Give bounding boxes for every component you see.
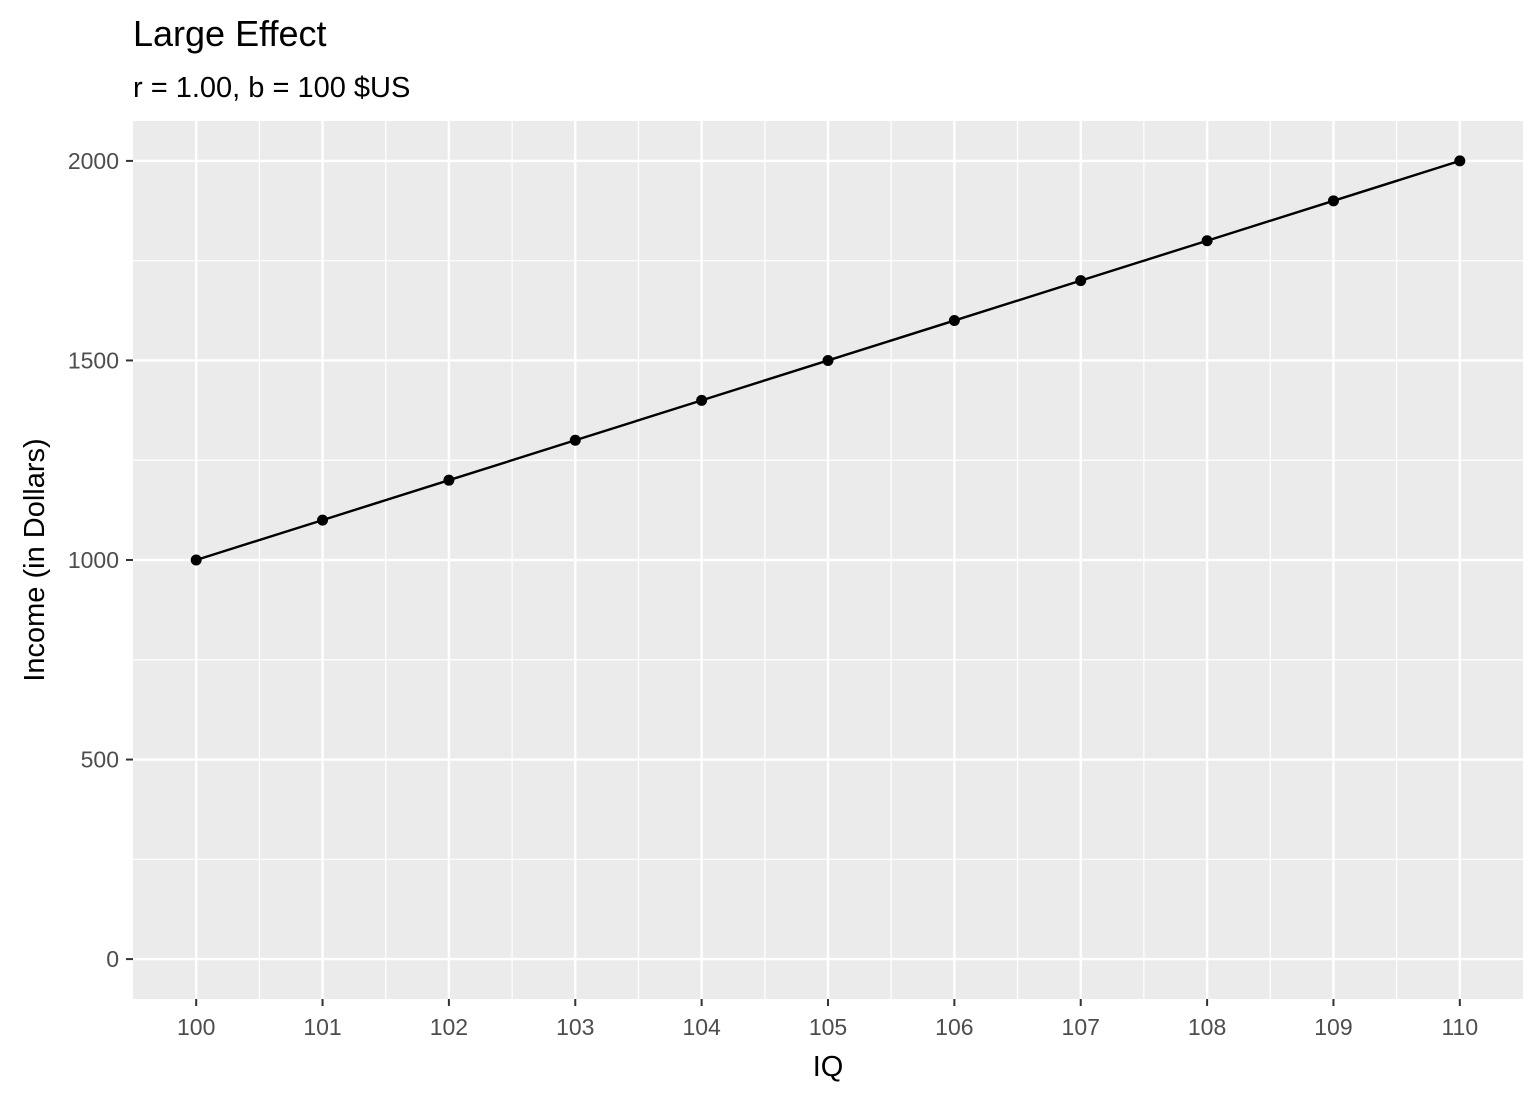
x-tick-label: 102 [430,1014,468,1040]
y-tick-label: 1000 [68,547,119,573]
x-tick-label: 109 [1314,1014,1352,1040]
data-point [317,514,329,526]
data-point [696,394,708,406]
major-gridlines [133,121,1523,999]
data-point [569,434,581,446]
y-tick-label: 1500 [68,347,119,373]
x-tick-label: 106 [935,1014,973,1040]
data-point [948,315,960,327]
data-point [1454,155,1466,167]
y-tick-label: 0 [106,946,119,972]
y-tick-label: 500 [81,747,119,773]
data-point [822,354,834,366]
x-tick-label: 105 [809,1014,847,1040]
x-axis-title: IQ [813,1051,844,1083]
data-point [443,474,455,486]
chart-subtitle: r = 1.00, b = 100 $US [133,72,410,104]
x-tick-label: 108 [1188,1014,1226,1040]
y-axis-title: Income (in Dollars) [19,438,51,681]
x-tick-label: 101 [303,1014,341,1040]
data-point [1075,275,1087,287]
x-tick-label: 110 [1441,1014,1478,1040]
y-tick-label: 2000 [68,148,119,174]
series-layer [190,155,1466,566]
x-tick-label: 100 [177,1014,215,1040]
data-point [1201,235,1213,247]
data-point [190,554,202,566]
data-point [1327,195,1339,207]
x-axis: 100 101 102 103 104 105 106 107 108 109 110 [177,999,1478,1040]
x-tick-label: 104 [682,1014,721,1040]
y-axis: 0 500 1000 1500 2000 [68,148,133,972]
chart-title: Large Effect [133,13,326,54]
x-tick-label: 103 [556,1014,594,1040]
x-tick-label: 107 [1062,1014,1100,1040]
